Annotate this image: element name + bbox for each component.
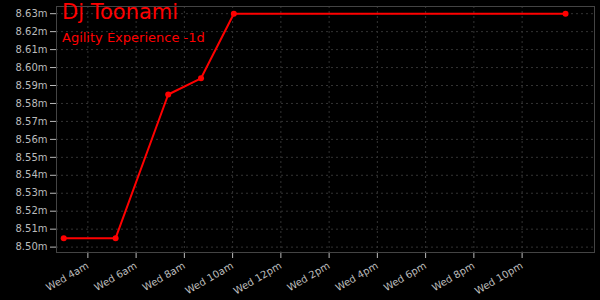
svg-text:8.53m: 8.53m (15, 187, 47, 198)
svg-text:Wed 8am: Wed 8am (141, 260, 187, 293)
svg-text:Wed 10pm: Wed 10pm (473, 260, 525, 296)
svg-text:8.60m: 8.60m (15, 62, 47, 73)
svg-text:Wed 4am: Wed 4am (44, 260, 90, 293)
svg-text:8.59m: 8.59m (15, 80, 47, 91)
svg-text:Wed 8pm: Wed 8pm (430, 260, 477, 293)
svg-text:Wed 6pm: Wed 6pm (382, 260, 429, 293)
svg-text:8.51m: 8.51m (15, 223, 47, 234)
svg-text:Wed 4pm: Wed 4pm (333, 260, 380, 293)
html-text:Dj Toonami: Dj Toonami (62, 0, 179, 24)
html-text:Agility Experience -1d: Agility Experience -1d (62, 30, 205, 45)
svg-text:8.52m: 8.52m (15, 205, 47, 216)
svg-text:8.57m: 8.57m (15, 116, 47, 127)
svg-text:8.54m: 8.54m (15, 169, 47, 180)
svg-text:8.61m: 8.61m (15, 44, 47, 55)
svg-text:8.56m: 8.56m (15, 134, 47, 145)
svg-text:Wed 6am: Wed 6am (92, 260, 138, 293)
svg-text:8.55m: 8.55m (15, 152, 47, 163)
svg-text:8.63m: 8.63m (15, 8, 47, 19)
svg-text:8.62m: 8.62m (15, 26, 47, 37)
svg-text:Wed 2pm: Wed 2pm (285, 260, 332, 293)
svg-text:Wed 12pm: Wed 12pm (231, 260, 283, 296)
svg-text:Wed 10am: Wed 10am (183, 260, 235, 296)
svg-text:8.58m: 8.58m (15, 98, 47, 109)
svg-text:8.50m: 8.50m (15, 241, 47, 252)
